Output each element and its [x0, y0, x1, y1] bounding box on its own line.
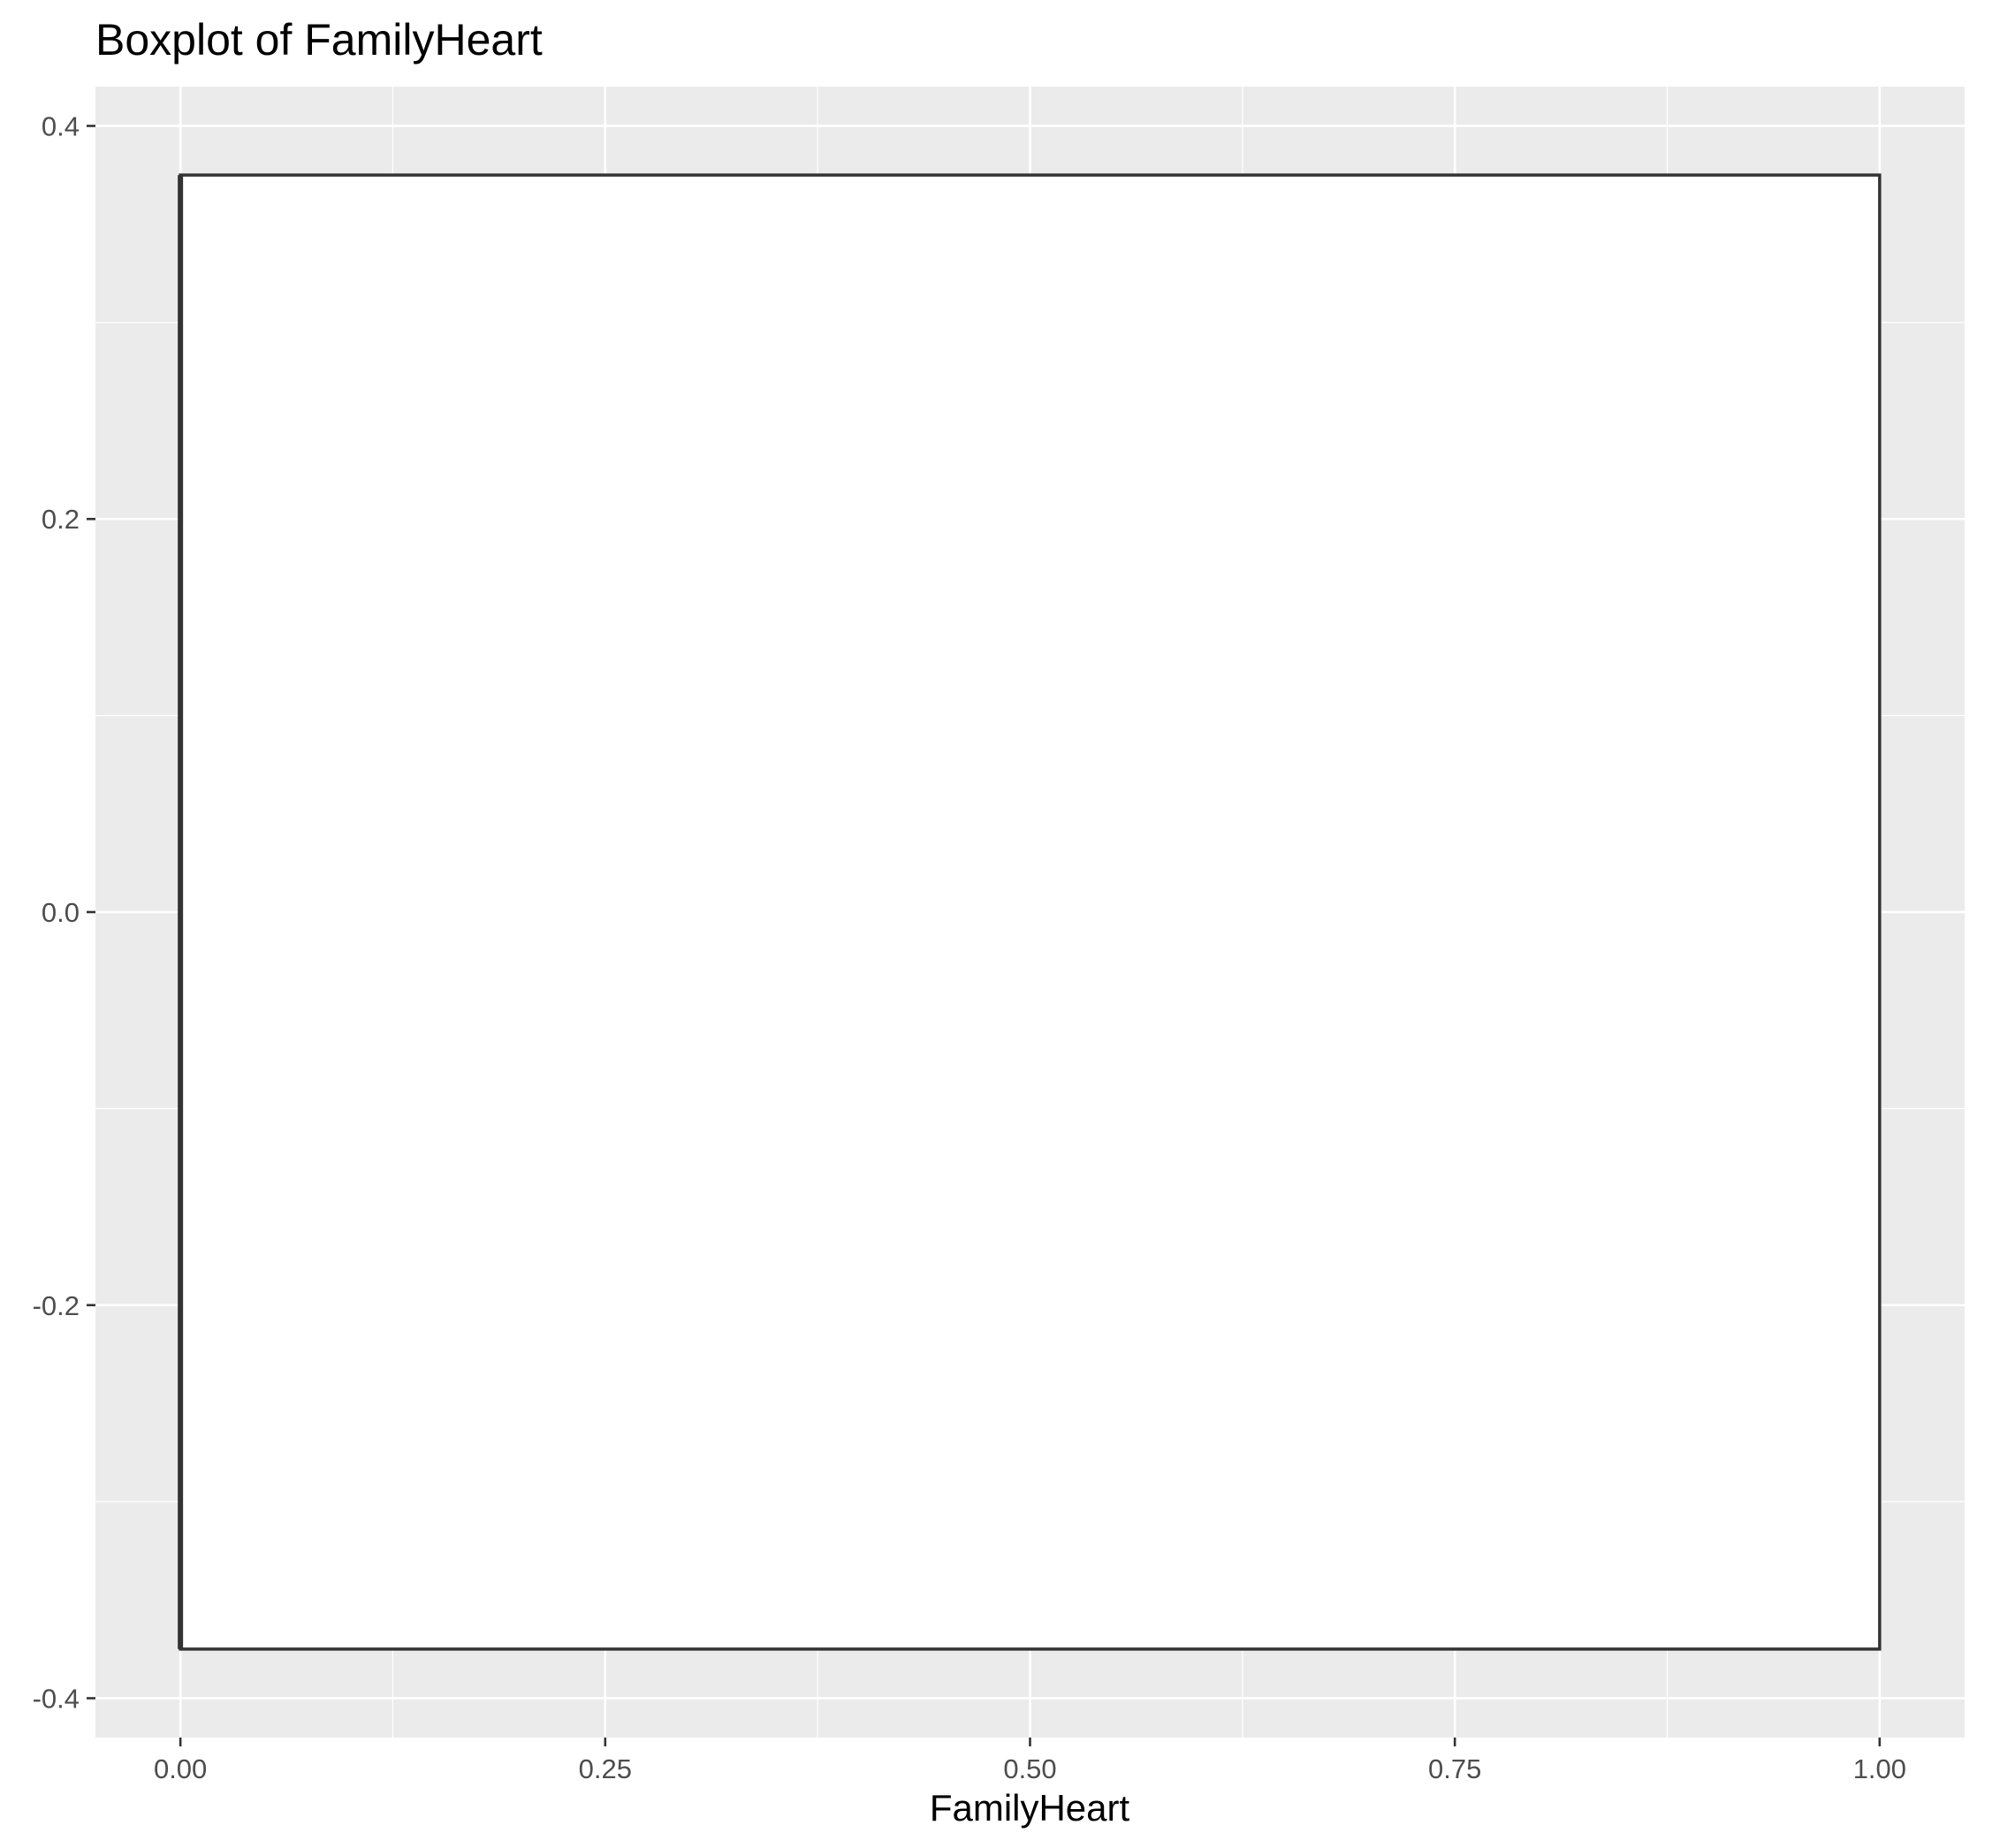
- x-axis: 0.00 0.25 0.50 0.75 1.00: [154, 1738, 1906, 1784]
- x-tick-label: 0.00: [154, 1753, 207, 1784]
- x-tick-label: 1.00: [1853, 1753, 1906, 1784]
- y-tick-label: -0.2: [33, 1290, 80, 1321]
- x-tick-label: 0.25: [579, 1753, 632, 1784]
- boxplot-box: [179, 173, 1882, 1651]
- y-tick-label: -0.4: [33, 1684, 80, 1715]
- y-tick-label: 0.4: [42, 110, 80, 141]
- chart-title: Boxplot of FamilyHeart: [95, 15, 543, 65]
- x-tick-label: 0.75: [1428, 1753, 1481, 1784]
- x-tick-label: 0.50: [1003, 1753, 1056, 1784]
- x-axis-title: FamilyHeart: [930, 1787, 1130, 1829]
- boxplot-box-group: [178, 173, 1882, 1651]
- y-axis: -0.4 -0.2 0.0 0.2 0.4: [33, 110, 95, 1715]
- y-tick-label: 0.2: [42, 504, 80, 535]
- y-tick-label: 0.0: [42, 897, 80, 928]
